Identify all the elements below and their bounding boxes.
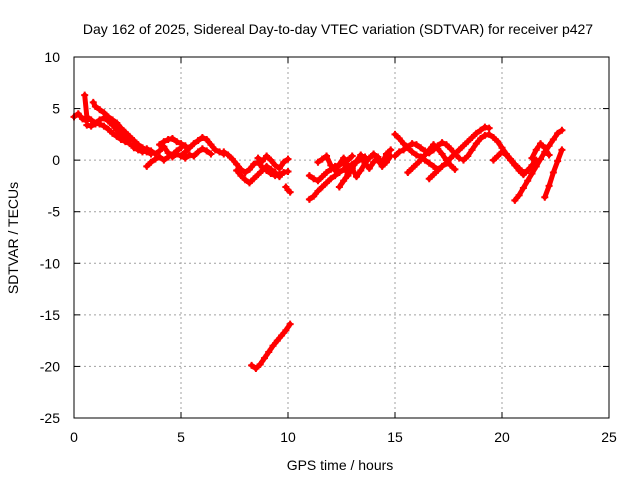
x-axis-label: GPS time / hours [287,457,394,473]
data-point [275,173,283,181]
x-tick-label: 20 [494,429,510,445]
data-points [70,91,566,372]
y-tick-label: -25 [40,410,60,426]
data-point [286,188,294,196]
series-arc-18 [335,146,395,191]
series-arc-07 [156,134,189,150]
point-cluster [82,92,90,120]
data-point [286,320,294,328]
series-arc-21 [404,141,459,177]
series-arc-06 [143,153,172,170]
y-tick-label: -5 [48,204,61,220]
data-point [558,146,566,154]
data-point [348,152,356,160]
series-arc-22 [425,123,493,183]
data-point [284,155,292,163]
y-tick-label: -20 [40,358,60,374]
x-tick-label: 10 [280,429,296,445]
series-arc-25 [489,148,540,179]
series-arc-11 [233,162,283,187]
series-arc-09 [168,145,215,162]
grid [74,57,609,418]
x-tick-label: 5 [177,429,185,445]
y-tick-label: 5 [52,101,60,117]
x-tick-label: 15 [387,429,403,445]
tick-labels: 0 5 10 15 20 25 10 5 0 -5 -10 -15 -20 -25 [40,49,617,445]
y-tick-label: -10 [40,255,60,271]
x-tick-label: 0 [70,429,78,445]
data-point [451,165,459,173]
data-point [455,154,463,162]
series-arc-01 [70,110,91,125]
series-arc-26 [511,126,566,204]
data-point [558,126,566,134]
data-point [485,124,493,132]
series-arc-04 [83,114,134,145]
data-point [545,151,553,159]
y-tick-label: 10 [44,49,60,65]
plot-frame [73,56,610,419]
data-point [126,137,134,145]
series-arc-27 [541,146,566,201]
data-point [181,142,189,150]
series-arc-14 [248,320,294,372]
x-tick-label: 25 [601,429,617,445]
y-tick-label: 0 [52,152,60,168]
y-tick-label: -15 [40,307,60,323]
chart-title: Day 162 of 2025, Sidereal Day-to-day VTE… [83,21,593,37]
data-point [284,167,292,175]
data-point [207,150,215,158]
series-arc-13 [282,183,294,196]
y-axis-label: SDTVAR / TECUs [5,182,21,294]
series-arc-12 [254,152,292,172]
data-point [387,146,395,154]
series-arc-28 [528,140,553,162]
